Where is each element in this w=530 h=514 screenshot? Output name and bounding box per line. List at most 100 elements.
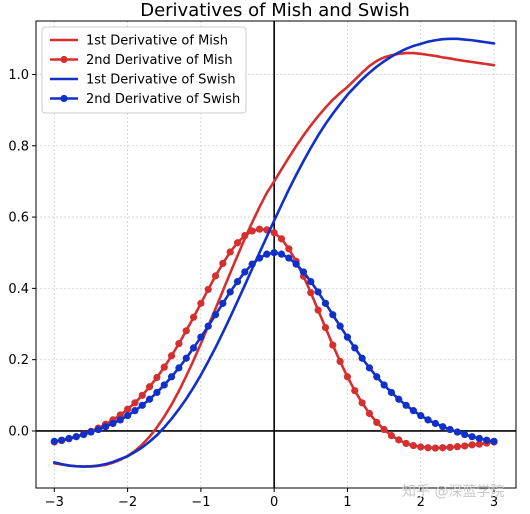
series-2-point bbox=[424, 444, 432, 452]
series-4-point bbox=[241, 268, 249, 276]
series-2-point bbox=[189, 313, 198, 321]
series-2-point bbox=[233, 239, 242, 247]
series-4-point bbox=[189, 344, 198, 352]
series-4-point bbox=[109, 419, 117, 428]
series-4-point bbox=[358, 354, 366, 362]
y-tick-label: 0.2 bbox=[8, 353, 29, 368]
series-4-point bbox=[380, 381, 388, 389]
series-4-point bbox=[248, 260, 256, 268]
series-4-point bbox=[329, 311, 337, 319]
series-4-point bbox=[475, 434, 483, 443]
series-4-point bbox=[409, 407, 418, 415]
series-4-point bbox=[439, 423, 447, 431]
series-4-point bbox=[365, 364, 374, 372]
series-4-point bbox=[446, 425, 454, 434]
series-2-point bbox=[439, 444, 447, 452]
series-2-point bbox=[380, 425, 388, 434]
plot-frame bbox=[35, 20, 517, 489]
x-tick-label: −3 bbox=[45, 495, 64, 510]
series-2-point bbox=[351, 387, 359, 395]
series-2-point bbox=[285, 245, 293, 253]
series-4-point bbox=[468, 433, 476, 441]
series-4-point bbox=[292, 260, 300, 268]
y-tick-label: 0.8 bbox=[8, 139, 29, 154]
series-4-point bbox=[80, 430, 88, 439]
series-2-point bbox=[468, 441, 476, 449]
series-2-point bbox=[321, 323, 330, 332]
x-tick-label: −2 bbox=[118, 495, 137, 510]
series-4-point bbox=[197, 333, 205, 341]
series-4-point bbox=[255, 254, 264, 262]
series-2-point bbox=[277, 235, 286, 243]
series-2-point bbox=[431, 444, 439, 452]
series-line-3 bbox=[53, 37, 496, 468]
series-2-point bbox=[197, 299, 205, 307]
series-4-point bbox=[116, 416, 124, 424]
series-4-point bbox=[226, 288, 234, 296]
series-2-point bbox=[175, 340, 183, 348]
series-4-point bbox=[124, 412, 132, 420]
series-2-point bbox=[307, 289, 315, 297]
series-2-point bbox=[124, 405, 132, 413]
series-4-point bbox=[387, 388, 396, 397]
series-4-point bbox=[285, 254, 293, 262]
series-4-point bbox=[50, 437, 58, 445]
series-4-point bbox=[336, 322, 344, 330]
series-4-point bbox=[160, 381, 168, 389]
series-2-point bbox=[329, 341, 337, 349]
series-2-point bbox=[204, 285, 212, 294]
series-4-point bbox=[321, 299, 330, 307]
tick-labels: −3 −2 −1 0 1 2 3 0.0 0.2 0.4 0.6 0.8 1.0 bbox=[8, 68, 498, 510]
series-2-point bbox=[402, 439, 410, 448]
series-4-point bbox=[153, 388, 161, 397]
y-tick-label: 0.0 bbox=[8, 424, 29, 439]
series-layer bbox=[50, 37, 498, 468]
series-2-point bbox=[461, 442, 469, 450]
legend-label: 2nd Derivative of Mish bbox=[86, 53, 233, 68]
series-4-point bbox=[102, 423, 110, 431]
series-4-point bbox=[167, 373, 176, 381]
legend-label: 1st Derivative of Swish bbox=[86, 73, 236, 88]
series-4-point bbox=[453, 428, 461, 436]
series-2-point bbox=[131, 399, 139, 407]
series-2-point bbox=[395, 436, 403, 444]
x-tick-label: −1 bbox=[191, 495, 210, 510]
series-2-point bbox=[453, 443, 461, 451]
series-4-point bbox=[204, 322, 212, 330]
series-4-point bbox=[94, 425, 102, 434]
legend-swatch-marker bbox=[60, 55, 68, 64]
series-4-point bbox=[270, 249, 278, 257]
series-4-point bbox=[145, 395, 154, 403]
series-4-point bbox=[211, 311, 220, 319]
series-2-point bbox=[145, 383, 154, 391]
series-2-point bbox=[387, 431, 396, 440]
chart-title: Derivatives of Mish and Swish bbox=[140, 0, 410, 21]
series-2-point bbox=[417, 443, 425, 451]
series-2-point bbox=[219, 259, 227, 268]
watermark-text: 知乎 @深蓝学院 bbox=[402, 483, 504, 500]
series-4-point bbox=[307, 277, 315, 286]
series-2-point bbox=[365, 409, 374, 418]
series-4-point bbox=[490, 437, 498, 445]
series-4-point bbox=[263, 250, 271, 258]
series-2-point bbox=[182, 327, 190, 335]
legend-swatch-marker bbox=[60, 94, 68, 103]
series-4-point bbox=[402, 401, 410, 409]
series-4-point bbox=[175, 364, 183, 372]
series-4-point bbox=[314, 288, 322, 296]
series-2-point bbox=[211, 272, 220, 280]
series-4-point bbox=[483, 436, 491, 444]
y-tick-label: 0.6 bbox=[8, 211, 29, 226]
series-2-point bbox=[446, 443, 454, 451]
legend: 1st Derivative of Mish 2nd Derivative of … bbox=[41, 26, 247, 114]
series-4-point bbox=[424, 416, 432, 424]
series-2-point bbox=[314, 306, 322, 314]
y-tick-label: 1.0 bbox=[8, 68, 29, 83]
series-2-point bbox=[336, 357, 344, 366]
series-2-point bbox=[373, 418, 381, 427]
series-2-point bbox=[248, 227, 256, 235]
series-2-point bbox=[116, 411, 124, 419]
series-2-point bbox=[153, 373, 161, 382]
series-4-point bbox=[395, 395, 403, 403]
